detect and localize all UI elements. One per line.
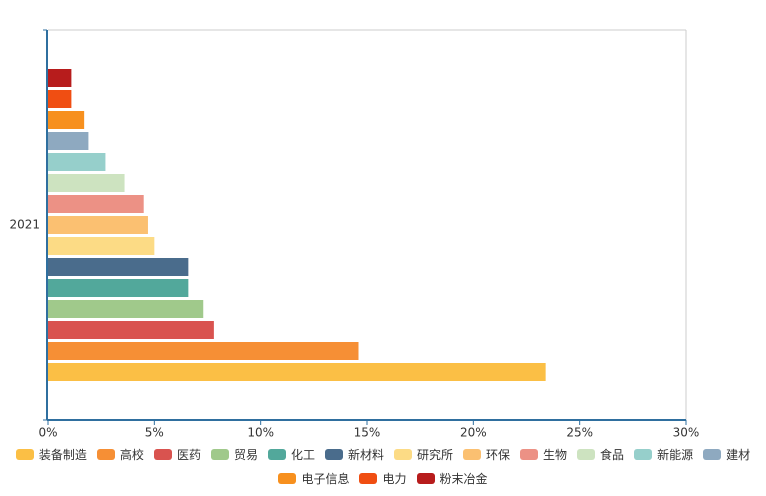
bar [48,300,204,318]
legend-swatch [520,449,539,460]
legend-item[interactable]: 粉末冶金 [416,470,488,487]
legend-swatch [267,449,286,460]
legend-label: 食品 [600,448,625,462]
x-tick-label: 30% [673,426,700,440]
legend-row: 装备制造 高校 医药 贸易 化工 新材料 研究所 环保 生物 食品 新能源 建材 [0,446,766,463]
x-tick-label: 0% [38,426,57,440]
bar [48,69,72,87]
legend-label: 医药 [176,448,201,462]
legend-swatch [416,473,435,484]
bar [48,174,125,192]
legend-label: 电力 [382,472,407,486]
bar [48,321,214,339]
legend-label: 新能源 [657,448,694,462]
bar [48,132,89,150]
bar [48,237,155,255]
legend-swatch [153,449,172,460]
x-tick-label: 10% [247,426,274,440]
x-tick-label: 25% [566,426,593,440]
bar [48,342,359,360]
legend-item[interactable]: 电子信息 [278,470,349,487]
bar [48,195,144,213]
legend-row: 电子信息 电力 粉末冶金 [0,470,766,487]
bar [48,90,72,108]
legend-item[interactable]: 医药 [153,446,201,463]
legend-item[interactable]: 建材 [703,446,750,463]
legend-swatch [324,449,343,460]
bar [48,216,148,234]
legend-item[interactable]: 环保 [463,446,510,463]
legend-label: 环保 [486,448,511,462]
legend-label: 粉末冶金 [439,472,488,486]
legend-label: 贸易 [233,448,258,462]
bar [48,111,85,129]
x-tick-label: 20% [460,426,487,440]
bar [48,279,189,297]
legend-item[interactable]: 装备制造 [15,446,87,463]
legend-label: 电子信息 [301,472,350,486]
legend-item[interactable]: 高校 [96,446,144,463]
bar [48,258,189,276]
legend-label: 化工 [290,448,315,462]
legend-item[interactable]: 化工 [267,446,315,463]
legend-label: 研究所 [417,448,454,462]
legend-label: 建材 [726,448,751,462]
legend-label: 新材料 [347,448,384,462]
legend-swatch [96,449,115,460]
legend-swatch [463,449,482,460]
x-tick-label: 5% [145,426,164,440]
bar [48,363,546,381]
chart: 0% 5% 10% 15% 20% 25% 30% 2021 [9,29,700,440]
x-tick-label: 15% [354,426,381,440]
legend-item[interactable]: 电力 [359,470,407,487]
legend-label: 高校 [119,448,144,462]
legend-swatch [634,449,653,460]
legend-label: 生物 [543,448,568,462]
legend-item[interactable]: 研究所 [394,446,453,463]
legend-swatch [359,473,378,484]
bar [48,153,106,171]
legend-item[interactable]: 新材料 [324,446,384,463]
legend-swatch [577,449,596,460]
legend-label: 装备制造 [38,448,87,462]
y-tick-label: 2021 [9,218,40,232]
legend-item[interactable]: 食品 [577,446,624,463]
legend-swatch [278,473,297,484]
legend-item[interactable]: 生物 [520,446,567,463]
legend-item[interactable]: 贸易 [210,446,258,463]
legend-item[interactable]: 新能源 [634,446,693,463]
legend-swatch [15,449,34,460]
legend-swatch [210,449,229,460]
legend-swatch [703,449,722,460]
legend-swatch [394,449,412,460]
